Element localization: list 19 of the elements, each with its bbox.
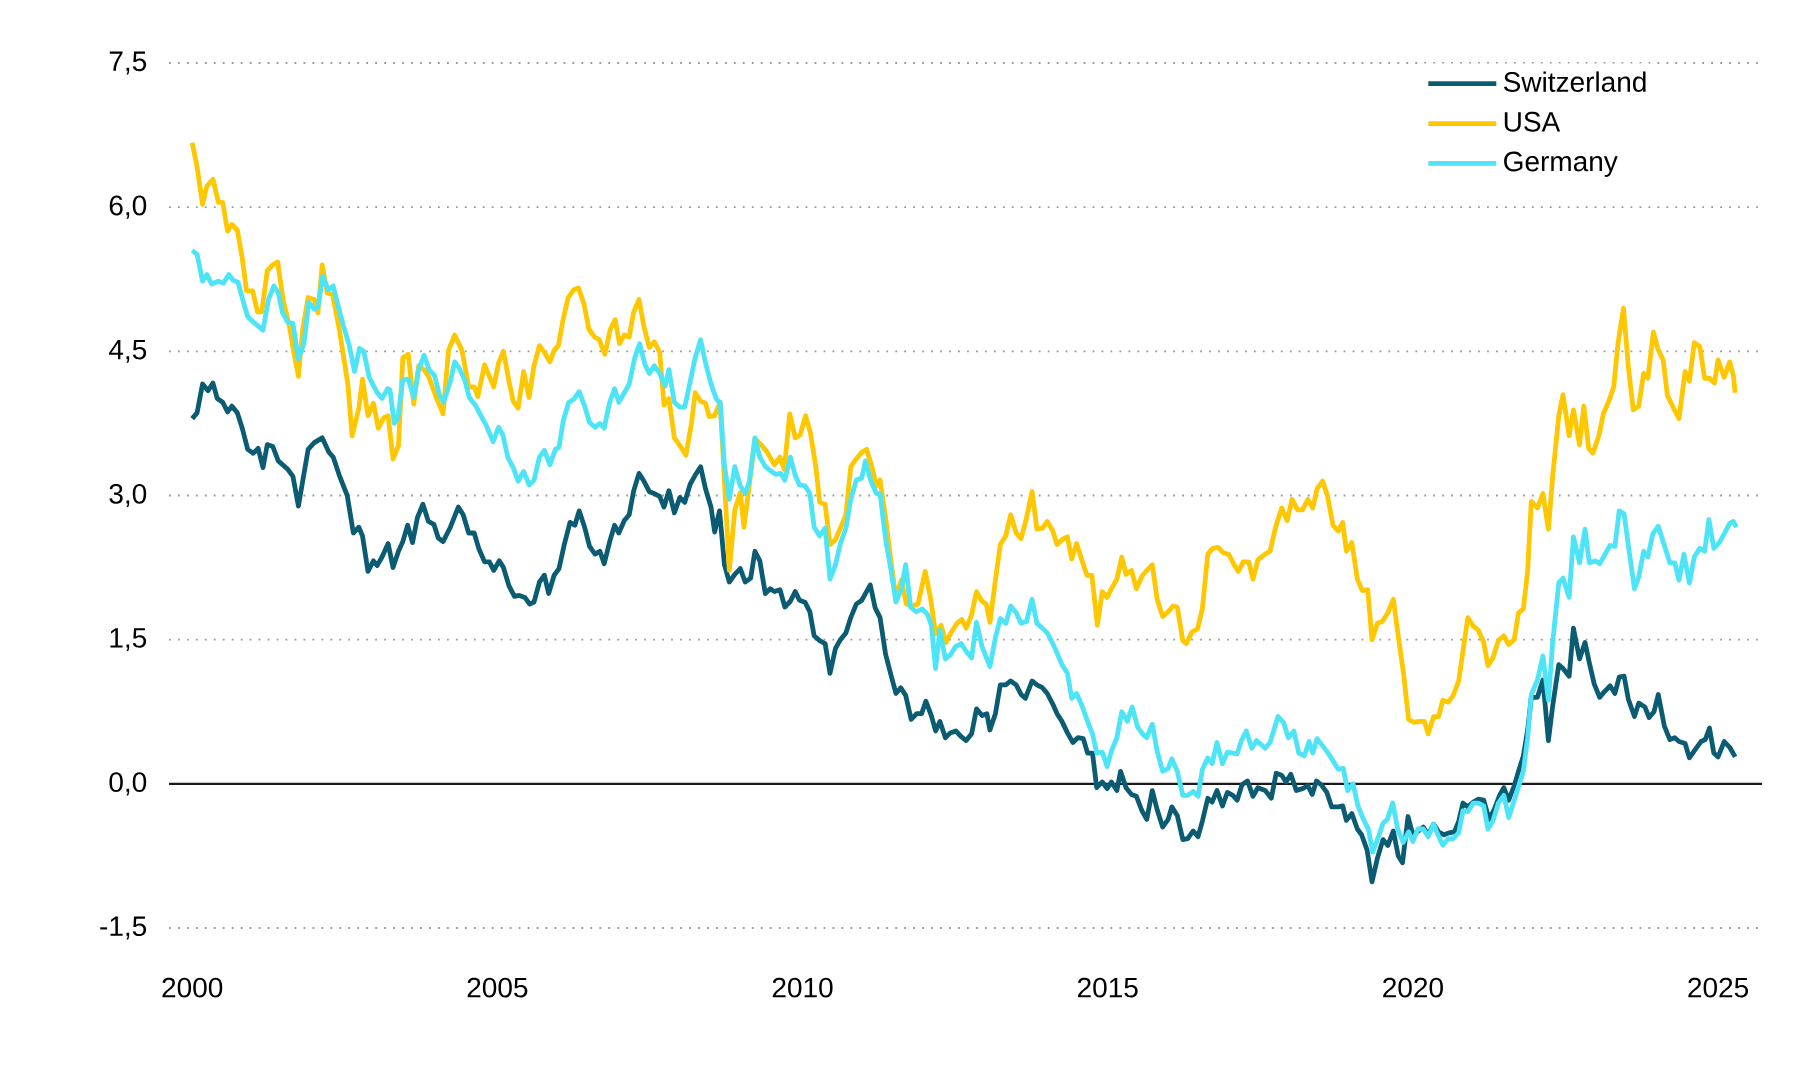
x-tick-label: 2015	[1077, 977, 1138, 998]
y-tick-label: 6,0	[109, 195, 147, 219]
y-tick-label: -1,5	[100, 916, 147, 940]
line-series	[189, 380, 1738, 885]
y-tick-label: 1,5	[110, 628, 147, 652]
x-tick-label: 2010	[772, 977, 833, 998]
x-tick-label: 2000	[162, 977, 223, 998]
legend-label: USA	[1504, 111, 1561, 132]
x-tick-label: 2025	[1688, 977, 1749, 998]
x-tick-label: 2020	[1383, 977, 1443, 998]
y-tick-label: 7,5	[109, 51, 147, 75]
line-series	[189, 140, 1738, 737]
legend-label: Germany	[1504, 151, 1618, 177]
line-series	[189, 248, 1739, 855]
legend-label: Switzerland	[1503, 71, 1646, 92]
y-tick-label: 4,5	[109, 339, 147, 363]
y-tick-label: 3,0	[109, 483, 147, 508]
y-tick-label: 0,0	[109, 772, 147, 796]
x-tick-label: 2005	[467, 977, 528, 998]
